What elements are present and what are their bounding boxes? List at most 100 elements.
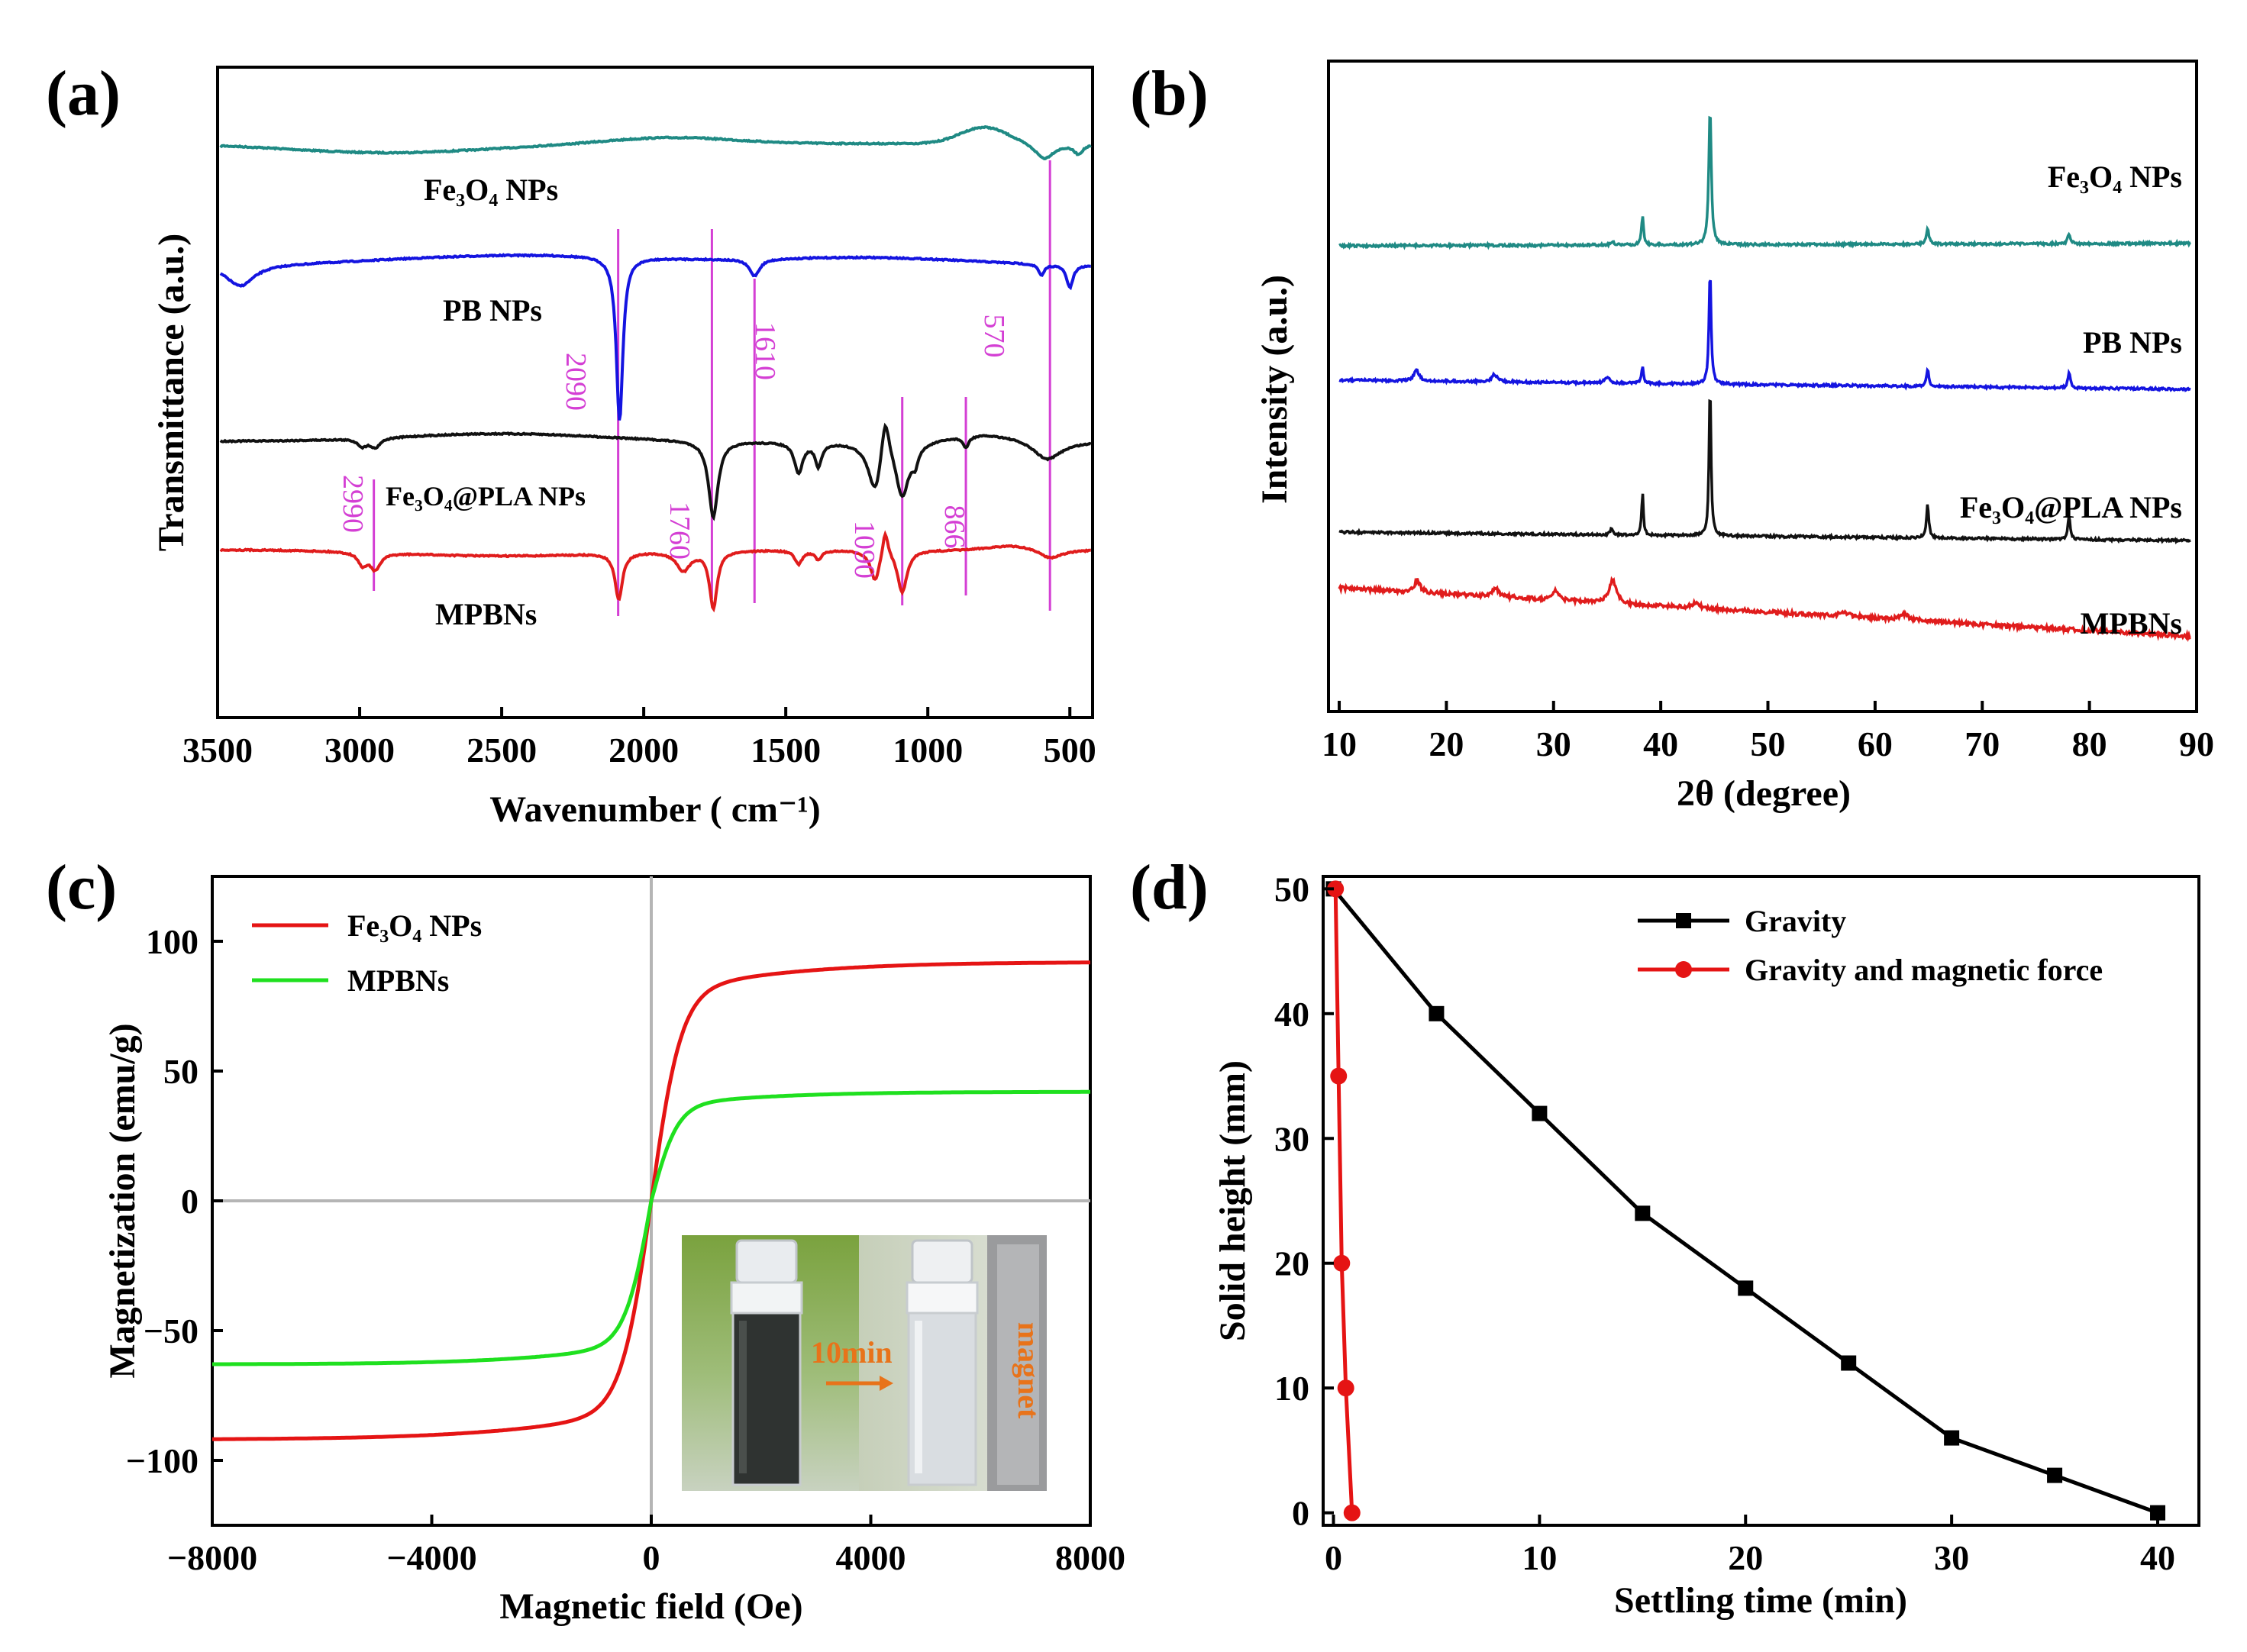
panel-c-inset-magnet: magnet <box>1012 1322 1046 1419</box>
panel-c-legend-fe3o4: Fe₃O₄ NPs <box>347 908 482 943</box>
curve-fe3o4-nps <box>219 125 1092 160</box>
x-tick-label: 2500 <box>467 731 537 770</box>
panel-b-xlabel: 2θ (degree) <box>1677 773 1851 814</box>
data-point-gravity <box>1944 1430 1960 1446</box>
panel-b-x-ticks: 10 20 30 40 50 60 70 80 90 <box>1322 701 2214 763</box>
x-tick-label: 50 <box>1751 724 1786 763</box>
panel-b-ylabel: Intensity (a.u.) <box>1254 275 1295 504</box>
curve-fe3o4-nps <box>1338 115 2191 250</box>
panel-c: (c) −8000 −4000 0 4000 8000 100 50 0 −50 −100 Fe₃… <box>46 852 1125 1627</box>
x-tick-label: 20 <box>1728 1538 1763 1577</box>
panel-d: (d) 0 10 20 30 40 0 10 20 30 40 50 Gravity Gravity… <box>1130 852 2200 1621</box>
x-tick-label: 0 <box>643 1538 660 1577</box>
data-point-magnetic <box>1330 1067 1348 1085</box>
panel-d-frame <box>1322 875 2200 1527</box>
curve-pb-nps <box>219 253 1091 421</box>
peak-label-2990: 2990 <box>337 475 369 533</box>
curve-pb-nps <box>1338 279 2191 392</box>
y-tick-label: 30 <box>1274 1119 1309 1158</box>
x-tick-label: 40 <box>2140 1538 2175 1577</box>
panel-a-label-fe3o4: Fe₃O₄ NPs <box>424 173 558 207</box>
data-point-gravity <box>1532 1105 1548 1121</box>
panel-c-legend-mpbns: MPBNs <box>347 963 449 998</box>
x-tick-label: 10 <box>1322 724 1357 763</box>
panel-d-legend-magnetic: Gravity and magnetic force <box>1745 953 2103 987</box>
data-point-gravity <box>2150 1505 2166 1521</box>
panel-b: (b) 10 20 30 40 50 60 70 80 90 Fe₃O₄ NPs PB NPs … <box>1130 58 2214 814</box>
x-tick-label: 30 <box>1536 724 1571 763</box>
x-tick-label: 30 <box>1934 1538 1969 1577</box>
panel-c-inset-time: 10min <box>811 1335 893 1370</box>
panel-d-curves <box>1325 880 2166 1521</box>
curve-mpbns <box>1338 576 2191 643</box>
peak-label-866: 866 <box>938 505 970 549</box>
peak-label-1610: 1610 <box>749 322 781 380</box>
panel-b-label-fe3o4: Fe₃O₄ NPs <box>2048 160 2182 194</box>
x-tick-label: 10 <box>1522 1538 1557 1577</box>
panel-b-label-fe3o4-pla: Fe₃O₄@PLA NPs <box>1960 490 2182 524</box>
curve-fe3o4-pla-nps <box>219 422 1092 521</box>
panel-a-ylabel: Transmittance (a.u.) <box>151 234 192 551</box>
panel-d-ticks: 0 10 20 30 40 0 10 20 30 40 50 <box>1274 870 2175 1577</box>
x-tick-label: 1000 <box>893 731 963 770</box>
panel-c-letter: (c) <box>46 852 117 923</box>
x-tick-label: 4000 <box>836 1538 906 1577</box>
panel-c-curves <box>212 960 1090 1441</box>
panel-b-label-pb: PB NPs <box>2083 325 2182 360</box>
y-tick-label: −50 <box>144 1312 199 1350</box>
x-tick-label: 500 <box>1044 731 1096 770</box>
data-point-gravity <box>1635 1205 1651 1221</box>
panel-b-letter: (b) <box>1130 58 1209 129</box>
panel-a: (a) 3500 3000 2500 2000 1500 1000 500 2990 2090… <box>46 58 1096 830</box>
panel-a-peak-lines <box>373 160 1051 616</box>
x-tick-label: −4000 <box>386 1538 476 1577</box>
x-tick-label: 80 <box>2072 724 2107 763</box>
panel-a-xlabel: Wavenumber ( cm⁻¹) <box>489 789 820 830</box>
panel-a-peak-labels: 2990 2090 1760 1610 1090 866 570 <box>337 315 1010 579</box>
data-point-magnetic <box>1327 880 1345 898</box>
panel-c-xlabel: Magnetic field (Oe) <box>499 1586 802 1627</box>
panel-a-label-mpbns: MPBNs <box>435 597 537 631</box>
x-tick-label: 90 <box>2179 724 2214 763</box>
data-point-gravity <box>1738 1280 1754 1296</box>
y-tick-label: 0 <box>1292 1494 1309 1533</box>
x-tick-label: 1500 <box>751 731 821 770</box>
panel-c-ylabel: Magnetization (emu/g) <box>102 1023 143 1378</box>
panel-d-legend-gravity: Gravity <box>1745 904 1846 938</box>
x-tick-label: −8000 <box>167 1538 257 1577</box>
data-point-magnetic <box>1337 1379 1354 1397</box>
data-point-gravity <box>2047 1467 2063 1483</box>
panel-a-letter: (a) <box>46 58 121 129</box>
panel-d-letter: (d) <box>1130 852 1209 923</box>
panel-a-curves <box>219 125 1092 613</box>
panel-b-label-mpbns: MPBNs <box>2081 606 2182 640</box>
y-tick-label: 50 <box>163 1052 199 1091</box>
panel-d-legend-marker-magnetic <box>1675 961 1692 978</box>
panel-b-frame <box>1327 60 2198 713</box>
y-tick-label: −100 <box>126 1441 199 1480</box>
peak-label-2090: 2090 <box>560 353 592 411</box>
data-point-gravity <box>1841 1355 1857 1371</box>
x-tick-label: 40 <box>1643 724 1678 763</box>
y-tick-label: 50 <box>1274 870 1309 908</box>
panel-a-label-fe3o4-pla: Fe₃O₄@PLA NPs <box>386 481 586 511</box>
curve-fe3o4-pla-nps <box>1338 398 2191 545</box>
panel-a-frame <box>216 66 1094 719</box>
data-point-gravity <box>1429 1005 1445 1021</box>
panel-b-curves <box>1338 115 2191 643</box>
x-tick-label: 3000 <box>324 731 395 770</box>
panel-c-ticks: −8000 −4000 0 4000 8000 100 50 0 −50 −100 <box>126 922 1125 1577</box>
x-tick-label: 0 <box>1325 1538 1342 1577</box>
x-tick-label: 8000 <box>1055 1538 1125 1577</box>
y-tick-label: 100 <box>146 922 199 961</box>
peak-label-570: 570 <box>978 315 1010 358</box>
y-tick-label: 20 <box>1274 1244 1309 1283</box>
panel-a-label-pb: PB NPs <box>443 293 542 327</box>
x-tick-label: 70 <box>1965 724 2000 763</box>
x-tick-label: 2000 <box>609 731 679 770</box>
data-point-magnetic <box>1343 1504 1361 1521</box>
y-tick-label: 0 <box>181 1182 199 1221</box>
x-tick-label: 20 <box>1429 724 1464 763</box>
x-tick-label: 3500 <box>182 731 253 770</box>
